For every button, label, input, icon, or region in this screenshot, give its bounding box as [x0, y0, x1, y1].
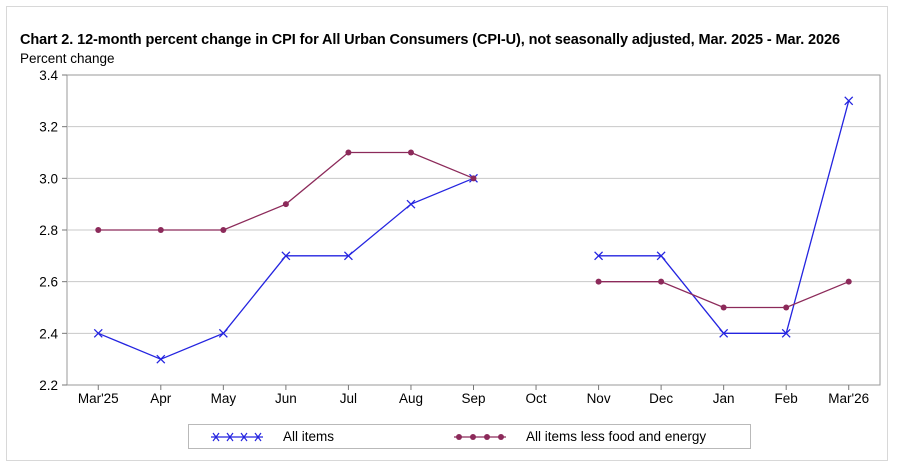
y-tick-label: 2.4 — [39, 326, 58, 341]
y-tick-label: 2.2 — [39, 378, 58, 393]
data-point — [343, 251, 353, 261]
series-layer — [93, 96, 854, 364]
chart-frame — [6, 6, 888, 461]
data-point — [218, 328, 228, 338]
x-tick-label: Sep — [461, 391, 485, 406]
data-point — [406, 199, 416, 209]
y-tick-label: 3.4 — [39, 68, 58, 83]
legend-swatch-x-marker-icon — [211, 432, 263, 441]
legend-item-core: All items less food and energy — [452, 425, 706, 448]
data-point — [844, 96, 854, 106]
data-point — [281, 251, 291, 261]
x-tick-label: Jul — [340, 391, 357, 406]
data-point — [658, 278, 665, 285]
data-point — [595, 278, 602, 285]
data-point — [656, 251, 666, 261]
y-axis-ticks: 2.2 2.4 2.6 2.8 3.0 3.2 3.4 — [39, 68, 67, 393]
y-tick-label: 2.8 — [39, 223, 58, 238]
legend-label-core: All items less food and energy — [526, 429, 707, 444]
x-tick-label: Dec — [649, 391, 673, 406]
x-tick-label: Aug — [399, 391, 423, 406]
data-point — [781, 328, 791, 338]
y-axis-label: Percent change — [20, 51, 115, 66]
data-point — [156, 354, 166, 364]
legend: All items All items less food and energy — [188, 424, 751, 449]
data-point — [594, 251, 604, 261]
data-point — [407, 149, 414, 156]
x-tick-label: Mar'26 — [828, 391, 869, 406]
data-point — [783, 304, 790, 311]
y-tick-label: 3.0 — [39, 171, 58, 186]
x-tick-label: Mar'25 — [78, 391, 119, 406]
x-axis-ticks: Mar'25 Apr May Jun Jul Aug Sep Oct Nov Dec Jan Feb M… — [78, 385, 869, 406]
x-tick-label: Jan — [713, 391, 735, 406]
x-tick-label: Nov — [587, 391, 611, 406]
x-tick-label: Apr — [150, 391, 172, 406]
legend-swatch-dot-marker-icon — [454, 433, 506, 440]
y-tick-label: 3.2 — [39, 120, 58, 135]
data-point — [845, 278, 852, 285]
x-tick-label: Jun — [275, 391, 297, 406]
legend-item-all-items: All items — [209, 425, 334, 448]
x-tick-label: May — [211, 391, 237, 406]
data-point — [282, 201, 289, 208]
data-point — [93, 328, 103, 338]
data-point — [157, 227, 164, 233]
data-point — [95, 227, 102, 233]
legend-label-all-items: All items — [283, 429, 335, 444]
series-all-items — [93, 96, 854, 364]
y-tick-label: 2.6 — [39, 275, 58, 290]
x-tick-label: Feb — [775, 391, 798, 406]
data-point — [220, 227, 227, 233]
chart-title: Chart 2. 12-month percent change in CPI … — [20, 32, 840, 48]
data-point — [720, 304, 727, 311]
data-point — [719, 328, 729, 338]
data-point — [470, 175, 477, 182]
data-point — [345, 149, 352, 156]
series-core — [95, 149, 852, 311]
x-tick-label: Oct — [526, 391, 547, 406]
